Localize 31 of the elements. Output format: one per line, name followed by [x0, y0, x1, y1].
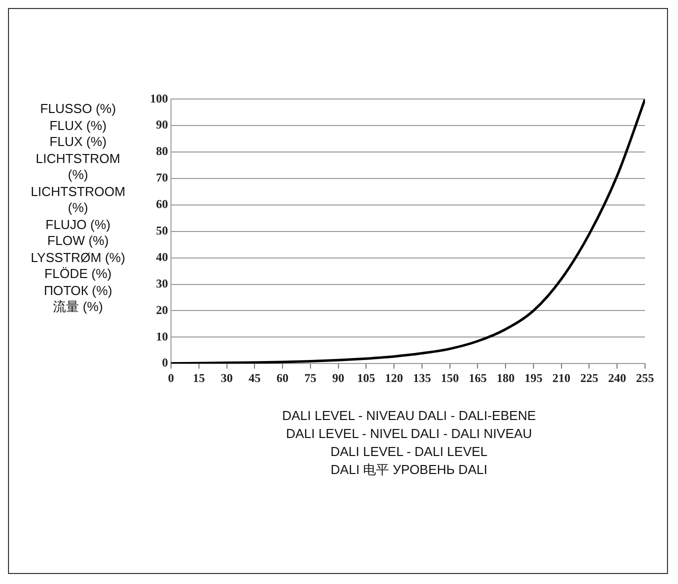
y-tick-label: 0 — [162, 356, 168, 370]
x-tick-label: 120 — [385, 370, 404, 385]
y-tick-label: 50 — [156, 223, 168, 238]
x-axis-title: DALI LEVEL - NIVEAU DALI - DALI-EBENE DALI LEVEL - NIVEL DALI - DALI NIVEAU DALI LEVEL - DALI LEVEL DALI 电平 УРОВЕНЬ DALI — [281, 407, 537, 479]
y-tick-label: 80 — [156, 144, 168, 158]
y-tick-label: 20 — [156, 302, 168, 317]
x-tick-label: 210 — [552, 370, 570, 385]
x-tick-label: 165 — [468, 370, 487, 385]
y-tick-label: 60 — [156, 197, 168, 212]
x-tick-label: 15 — [192, 370, 205, 385]
y-tick-label: 10 — [156, 329, 168, 344]
y-tick-label: 90 — [156, 118, 168, 132]
x-tick-label: 30 — [220, 370, 233, 385]
x-tick-label: 105 — [357, 370, 376, 385]
y-tick-label: 70 — [156, 170, 168, 185]
x-tick-label: 195 — [524, 370, 542, 385]
line-series — [171, 99, 645, 364]
x-tick-label: 150 — [440, 370, 459, 385]
y-tick-label: 30 — [156, 276, 168, 290]
x-tick-label: 45 — [248, 370, 261, 385]
x-tick-label: 135 — [412, 370, 431, 385]
x-tick-label: 75 — [304, 370, 316, 385]
y-tick-label: 100 — [150, 91, 168, 106]
y-tick-label: 40 — [156, 250, 168, 264]
x-tick-label: 225 — [580, 370, 598, 385]
x-tick-label: 240 — [608, 370, 626, 385]
x-tick-label: 60 — [276, 370, 289, 385]
x-tick-label: 90 — [332, 370, 344, 385]
x-tick-label: 255 — [636, 370, 654, 385]
x-tick-label: 180 — [496, 370, 515, 385]
text: FLUSSO (%) FLUX (%) FLUX (%) LICHTSTROM (%) LICHTSTROOM (%) FLUJO (%) FLOW (%) LYSSTRØM (%) FLÖDE (%) ПОТОК (%) 流量 (%) — [30, 101, 126, 314]
